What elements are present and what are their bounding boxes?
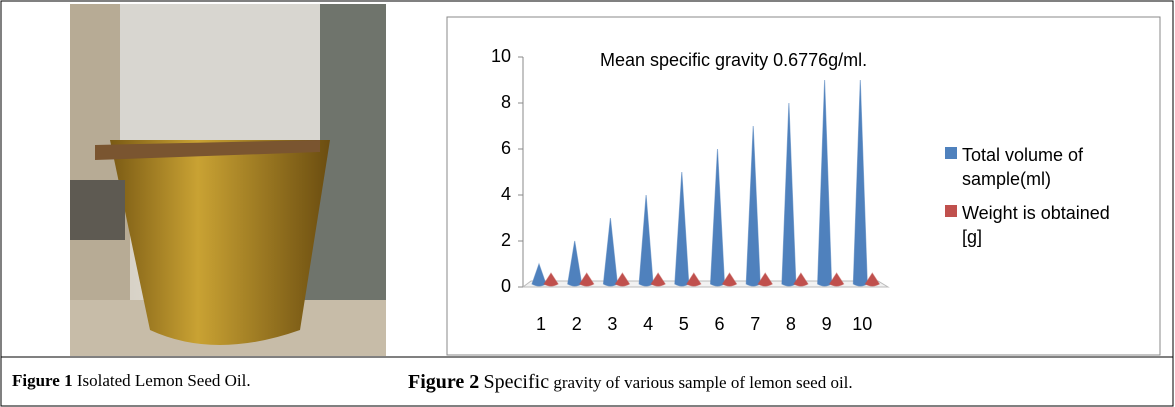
cone	[864, 272, 881, 287]
chart-title: Mean specific gravity 0.6776g/ml.	[600, 50, 867, 70]
cone	[793, 272, 809, 287]
chart-frame	[446, 16, 1161, 356]
figure2-caption: Figure 2 Specific gravity of various sam…	[408, 371, 853, 394]
cone	[567, 240, 583, 287]
figure-label: Figure 2	[408, 371, 480, 393]
legend-swatch	[945, 147, 957, 159]
cone	[852, 79, 868, 287]
legend-entry: Weight is obtained [g]	[962, 203, 1110, 247]
y-tick-label: 6	[501, 138, 511, 158]
cone	[745, 125, 761, 287]
cone	[686, 272, 702, 287]
figure-label: Figure 1	[12, 371, 73, 390]
y-tick-label: 2	[501, 230, 511, 250]
cone	[543, 272, 559, 287]
x-tick-label: 4	[643, 314, 653, 334]
x-tick-label: 1	[536, 314, 546, 334]
x-tick-label: 9	[822, 314, 832, 334]
y-tick-label: 0	[501, 276, 511, 296]
cone	[650, 272, 666, 287]
cone	[709, 148, 726, 287]
cone	[602, 217, 618, 287]
figure1-caption: Figure 1 Isolated Lemon Seed Oil.	[12, 371, 251, 391]
cone	[757, 272, 773, 287]
x-tick-label: 7	[750, 314, 760, 334]
x-tick-label: 5	[679, 314, 689, 334]
y-tick-label: 4	[501, 184, 511, 204]
caption-text: Isolated Lemon Seed Oil.	[76, 371, 251, 390]
x-tick-label: 6	[714, 314, 724, 334]
cone	[578, 272, 595, 287]
legend-swatch	[945, 205, 957, 217]
cone	[674, 171, 690, 287]
cone	[638, 194, 654, 287]
legend-entry: Total volume of sample(ml)	[962, 145, 1084, 189]
cone	[828, 272, 845, 287]
caption-text: Specific	[483, 371, 550, 393]
photo	[70, 4, 386, 356]
cone	[614, 272, 631, 287]
x-tick-label: 8	[786, 314, 796, 334]
x-tick-label: 2	[572, 314, 582, 334]
y-tick-label: 8	[501, 92, 511, 112]
cone	[531, 262, 547, 287]
cone	[781, 102, 797, 287]
x-tick-label: 3	[607, 314, 617, 334]
x-tick-label: 10	[852, 314, 872, 334]
caption-text: gravity of various sample of lemon seed …	[553, 373, 853, 392]
cone	[817, 79, 833, 287]
y-tick-label: 10	[491, 46, 511, 66]
cone	[721, 272, 738, 287]
